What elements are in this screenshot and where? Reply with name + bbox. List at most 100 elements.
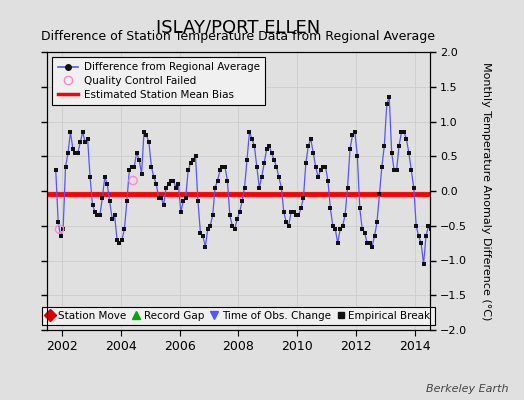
Point [79, 129, 87, 135]
Point [152, 181, 160, 187]
Point [241, 184, 249, 191]
Point [96, 212, 104, 218]
Point [402, 136, 411, 142]
Point [118, 236, 126, 243]
Point [201, 243, 210, 250]
Point [436, 160, 445, 166]
Point [351, 129, 359, 135]
Point [353, 153, 362, 160]
Point [101, 174, 109, 180]
Point [206, 222, 214, 229]
Point [57, 233, 65, 239]
Point [358, 226, 366, 232]
Point [140, 129, 148, 135]
Point [209, 212, 217, 218]
Point [263, 146, 271, 152]
Point [272, 164, 281, 170]
Point [155, 195, 163, 201]
Point [179, 198, 188, 205]
Point [397, 129, 406, 135]
Legend: Station Move, Record Gap, Time of Obs. Change, Empirical Break: Station Move, Record Gap, Time of Obs. C… [42, 307, 435, 325]
Point [123, 198, 131, 205]
Point [159, 202, 168, 208]
Point [56, 226, 64, 232]
Point [150, 174, 158, 180]
Point [243, 156, 251, 163]
Point [294, 212, 303, 218]
Point [449, 170, 457, 177]
Point [368, 243, 376, 250]
Point [76, 139, 84, 146]
Point [304, 143, 312, 149]
Point [432, 222, 440, 229]
Point [216, 167, 224, 173]
Point [245, 129, 254, 135]
Point [111, 212, 119, 218]
Point [307, 136, 315, 142]
Point [451, 164, 460, 170]
Point [292, 212, 300, 218]
Point [213, 177, 222, 184]
Point [392, 167, 401, 173]
Point [228, 222, 236, 229]
Point [427, 226, 435, 232]
Point [378, 164, 386, 170]
Point [174, 181, 182, 187]
Point [314, 174, 322, 180]
Point [113, 236, 121, 243]
Point [145, 139, 153, 146]
Point [302, 160, 310, 166]
Point [444, 129, 452, 135]
Point [257, 174, 266, 180]
Point [370, 233, 379, 239]
Point [461, 181, 470, 187]
Point [238, 198, 246, 205]
Point [61, 164, 70, 170]
Point [422, 233, 430, 239]
Point [135, 156, 143, 163]
Point [417, 240, 425, 246]
Point [270, 156, 278, 163]
Point [231, 226, 239, 232]
Point [219, 164, 227, 170]
Point [311, 164, 320, 170]
Point [356, 205, 364, 212]
Point [419, 261, 428, 267]
Point [341, 212, 350, 218]
Point [51, 167, 60, 173]
Point [129, 177, 137, 184]
Point [204, 226, 212, 232]
Point [387, 150, 396, 156]
Point [165, 181, 173, 187]
Point [282, 219, 290, 226]
Point [255, 184, 264, 191]
Point [383, 101, 391, 107]
Point [329, 222, 337, 229]
Point [363, 240, 372, 246]
Point [184, 167, 192, 173]
Point [187, 160, 195, 166]
Point [375, 191, 384, 198]
Point [285, 222, 293, 229]
Point [83, 136, 92, 142]
Point [260, 160, 268, 166]
Point [265, 143, 273, 149]
Point [211, 184, 220, 191]
Point [86, 174, 94, 180]
Point [331, 226, 340, 232]
Point [441, 143, 450, 149]
Point [69, 146, 77, 152]
Point [115, 240, 124, 246]
Point [319, 164, 327, 170]
Point [414, 233, 423, 239]
Point [103, 181, 112, 187]
Point [454, 164, 462, 170]
Point [172, 184, 180, 191]
Point [71, 150, 80, 156]
Point [410, 184, 418, 191]
Point [81, 139, 90, 146]
Point [434, 174, 442, 180]
Point [343, 184, 352, 191]
Point [125, 167, 134, 173]
Point [221, 164, 229, 170]
